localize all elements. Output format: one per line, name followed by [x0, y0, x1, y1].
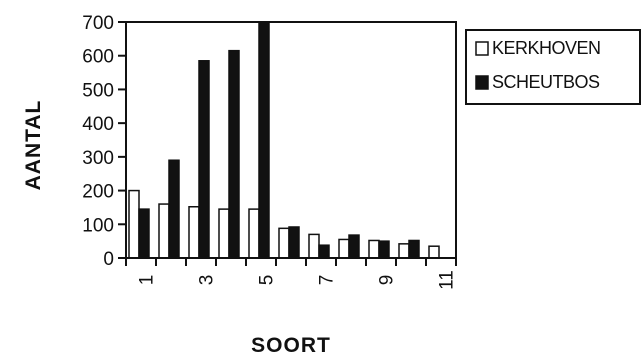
bar-kerkhoven-5 — [248, 208, 260, 259]
bar-kerkhoven-4 — [218, 208, 230, 259]
x-axis-title: SOORT — [251, 334, 331, 357]
legend-label-kerkhoven: KERKHOVEN — [492, 38, 601, 58]
bar-kerkhoven-2 — [158, 203, 170, 259]
y-tick-label: 600 — [82, 47, 114, 68]
plot-frame — [125, 21, 457, 259]
bar-kerkhoven-8 — [338, 238, 350, 259]
legend-label-scheutbos: SCHEUTBOS — [492, 72, 600, 92]
y-tick-label: 100 — [82, 215, 114, 236]
legend-swatch-scheutbos — [475, 75, 489, 90]
x-tick-label: 3 — [197, 275, 218, 286]
bars — [128, 21, 440, 259]
bar-scheutbos-2 — [168, 159, 180, 259]
bar-scheutbos-5 — [258, 21, 270, 259]
bar-scheutbos-6 — [288, 226, 300, 259]
bar-scheutbos-3 — [198, 60, 210, 259]
y-axis-title: AANTAL — [22, 100, 45, 191]
y-tick-label: 300 — [82, 148, 114, 169]
bar-scheutbos-7 — [318, 244, 330, 259]
bar-kerkhoven-9 — [368, 239, 380, 259]
bar-kerkhoven-7 — [308, 233, 320, 259]
x-tick-label: 7 — [317, 275, 338, 286]
bar-scheutbos-1 — [138, 208, 150, 259]
bar-kerkhoven-1 — [128, 189, 140, 259]
bar-scheutbos-10 — [408, 239, 420, 259]
y-tick-label: 200 — [82, 182, 114, 203]
x-tick-label: 5 — [257, 275, 278, 286]
x-axis-ticks: 1 3 5 7 9 11 — [125, 258, 458, 290]
y-tick-label: 700 — [82, 13, 114, 34]
x-tick-label: 11 — [437, 270, 458, 290]
y-axis-ticks: 0 100 200 300 400 500 600 700 — [82, 13, 126, 270]
x-tick-label: 1 — [137, 275, 158, 286]
bar-scheutbos-8 — [348, 234, 360, 259]
legend-swatch-kerkhoven — [475, 41, 489, 56]
bar-kerkhoven-3 — [188, 206, 200, 259]
bar-kerkhoven-10 — [398, 243, 410, 259]
bar-scheutbos-4 — [228, 49, 240, 259]
legend-box — [465, 29, 641, 105]
bar-scheutbos-9 — [378, 240, 390, 259]
bar-kerkhoven-6 — [278, 227, 290, 259]
y-tick-label: 400 — [82, 114, 114, 135]
legend: KERKHOVEN SCHEUTBOS — [465, 29, 641, 105]
y-tick-label: 0 — [103, 249, 114, 270]
y-tick-label: 500 — [82, 80, 114, 101]
bar-kerkhoven-11 — [428, 245, 440, 259]
x-tick-label: 9 — [377, 275, 398, 286]
